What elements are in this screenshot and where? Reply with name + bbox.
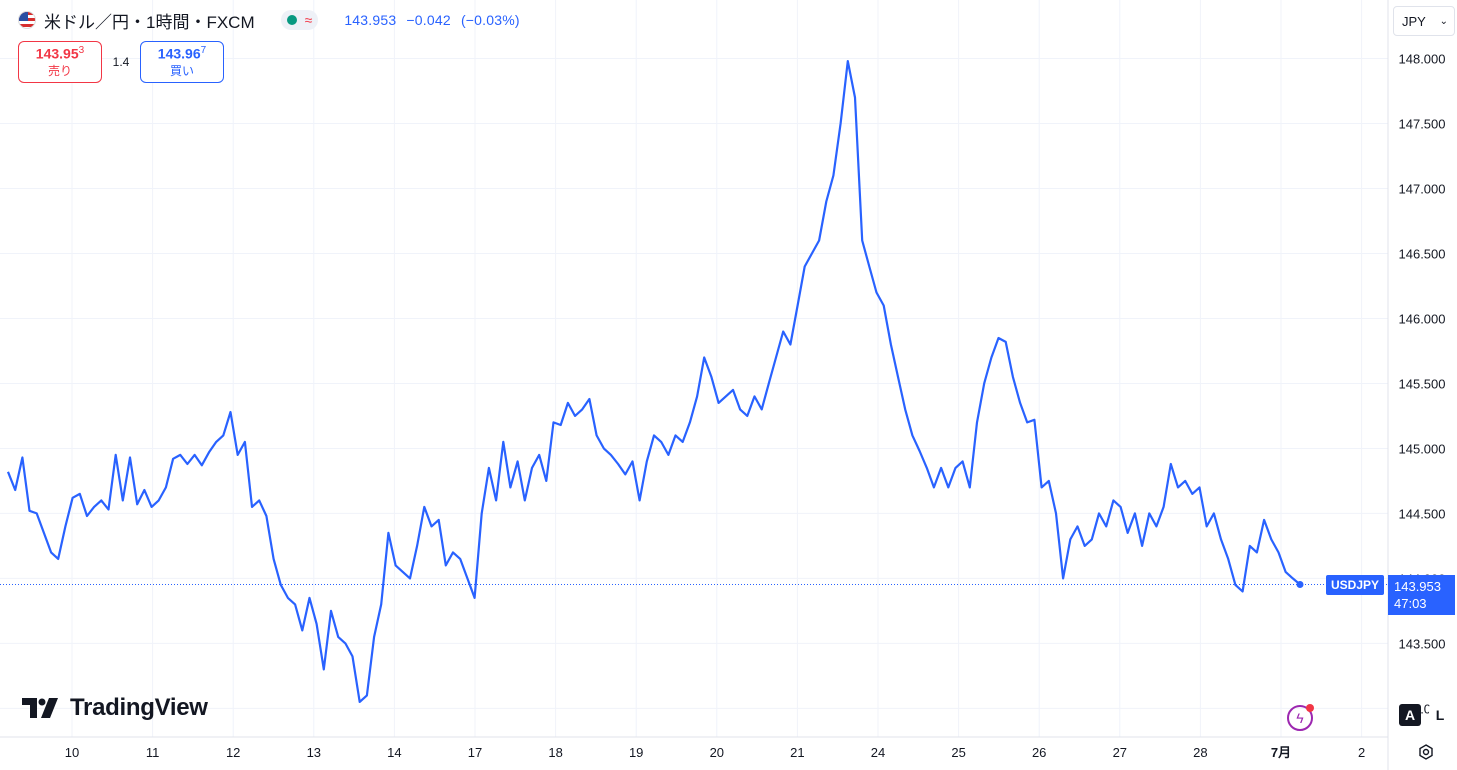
price-quote: 143.953 −0.042 (−0.03%)	[344, 12, 525, 28]
x-tick-label: 26	[1032, 745, 1046, 760]
x-tick-label: 11	[146, 745, 160, 760]
gear-icon[interactable]	[1417, 743, 1435, 761]
time-axis: 10 11 12 13 14 17 18 19 20 21 24 25 26 27 28 7月 2	[65, 745, 1365, 760]
y-tick-label: 145.500	[1399, 376, 1446, 391]
price-change-percent: (−0.03%)	[460, 12, 520, 28]
y-tick-label: 146.500	[1399, 246, 1446, 261]
price-line	[6, 60, 1301, 703]
sell-button[interactable]: 143.953 売り	[18, 41, 102, 83]
trade-buttons: 143.953 売り 1.4 143.967 買い	[18, 41, 224, 83]
symbol-title[interactable]: 米ドル／円・1時間・FXCM	[44, 12, 255, 32]
sell-label: 売り	[47, 64, 72, 79]
log-scale-button[interactable]: L	[1429, 704, 1451, 726]
current-price: 143.953	[344, 12, 397, 28]
x-tick-label: 17	[468, 745, 482, 760]
y-tick-label: 148.000	[1399, 51, 1446, 66]
market-status[interactable]: ≈	[280, 10, 319, 30]
x-tick-label: 24	[871, 745, 885, 760]
y-tick-label: 147.500	[1399, 116, 1446, 131]
chart-grid	[0, 0, 1388, 737]
tradingview-logo[interactable]: TradingView	[22, 694, 208, 722]
chart-header: 米ドル／円・1時間・FXCM ≈ 143.953 −0.042 (−0.03%)	[18, 8, 526, 32]
x-tick-label: 28	[1193, 745, 1207, 760]
x-tick-label: 10	[65, 745, 79, 760]
currency-value: JPY	[1402, 13, 1426, 29]
data-delay-icon: ≈	[304, 12, 313, 28]
last-price-label: 143.953 47:03	[1388, 574, 1455, 615]
buy-button[interactable]: 143.967 買い	[140, 41, 224, 83]
y-tick-label: 147.000	[1399, 181, 1446, 196]
x-tick-label: 12	[226, 745, 240, 760]
symbol-tag: USDJPY	[1326, 574, 1385, 595]
buy-label: 買い	[169, 64, 194, 79]
y-tick-label: 143.500	[1399, 636, 1446, 651]
buy-price: 143.967	[157, 44, 207, 62]
x-tick-label: 13	[307, 745, 321, 760]
price-axis: 143.000143.500144.000144.500145.000145.5…	[1399, 51, 1446, 716]
us-flag-icon	[18, 11, 36, 29]
lightning-icon[interactable]: ϟ	[1287, 704, 1314, 731]
sell-price: 143.953	[35, 44, 85, 62]
last-price-value: 143.953	[1394, 578, 1441, 594]
last-price-dot	[1296, 581, 1304, 589]
y-tick-label: 146.000	[1399, 311, 1446, 326]
y-tick-label: 145.000	[1399, 441, 1446, 456]
x-tick-label: 7月	[1271, 745, 1291, 760]
notification-dot	[1306, 704, 1314, 712]
x-tick-label: 27	[1113, 745, 1127, 760]
x-tick-label: 25	[951, 745, 965, 760]
x-tick-label: 20	[710, 745, 724, 760]
chevron-down-icon: ⌄	[1439, 15, 1448, 27]
x-tick-label: 2	[1358, 745, 1365, 760]
bar-countdown: 47:03	[1394, 595, 1427, 611]
y-tick-label: 144.500	[1399, 506, 1446, 521]
logo-text: TradingView	[70, 694, 208, 721]
x-tick-label: 18	[548, 745, 562, 760]
x-tick-label: 14	[387, 745, 401, 760]
market-open-icon	[286, 15, 297, 25]
currency-select[interactable]: JPY ⌄	[1393, 6, 1455, 36]
x-tick-label: 19	[629, 745, 643, 760]
x-tick-label: 21	[790, 745, 804, 760]
spread-value: 1.4	[112, 55, 130, 69]
tradingview-logo-icon	[22, 698, 58, 718]
price-change: −0.042	[406, 12, 451, 28]
series-layer	[0, 60, 1388, 703]
auto-scale-button[interactable]: A	[1399, 704, 1421, 726]
